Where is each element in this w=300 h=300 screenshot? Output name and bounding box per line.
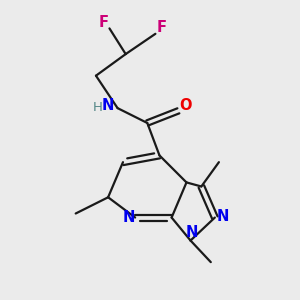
Text: H: H xyxy=(93,101,103,114)
Text: O: O xyxy=(180,98,192,113)
Text: F: F xyxy=(156,20,166,35)
Text: N: N xyxy=(186,226,198,241)
Text: N: N xyxy=(217,209,229,224)
Text: F: F xyxy=(98,15,109,30)
Text: N: N xyxy=(122,210,135,225)
Text: N: N xyxy=(102,98,114,113)
